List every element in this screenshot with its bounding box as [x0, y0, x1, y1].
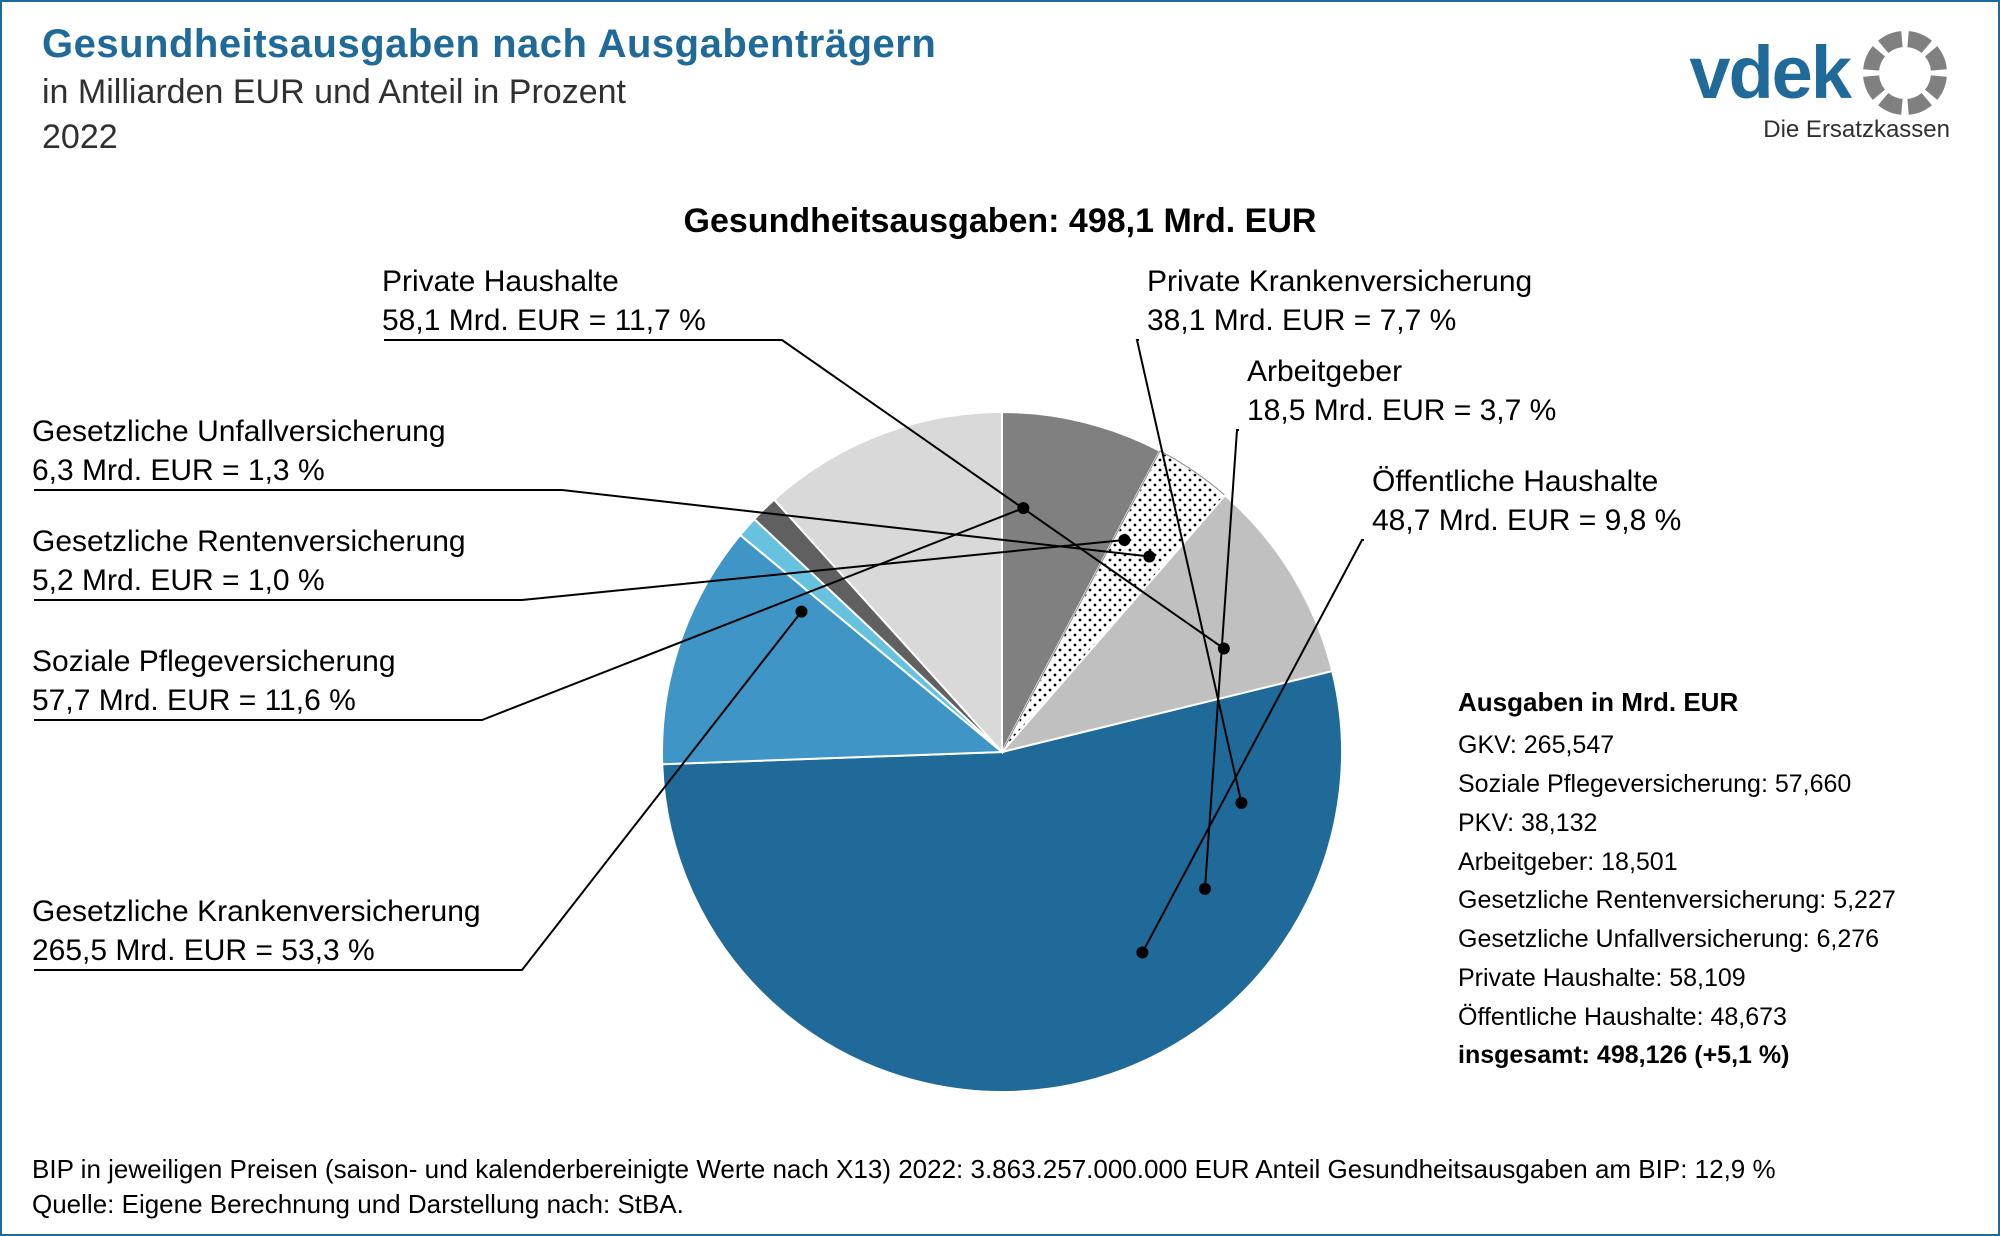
callout-value: 57,7 Mrd. EUR = 11,6 % — [32, 681, 396, 720]
legend-box: Ausgaben in Mrd. EUR GKV: 265,547Soziale… — [1458, 682, 1938, 1075]
callout-unfall: Gesetzliche Unfallversicherung6,3 Mrd. E… — [32, 412, 446, 490]
callout-label: Gesetzliche Krankenversicherung — [32, 892, 481, 931]
legend-item: Gesetzliche Unfallversicherung: 6,276 — [1458, 920, 1938, 959]
footer-line-1: BIP in jeweiligen Preisen (saison- und k… — [32, 1152, 1968, 1187]
callout-label: Gesetzliche Rentenversicherung — [32, 522, 466, 561]
leader-dot — [795, 606, 807, 618]
logo-ring-icon — [1860, 28, 1950, 118]
header: Gesundheitsausgaben nach Ausgabenträgern… — [42, 22, 1958, 157]
callout-arbeitgeber: Arbeitgeber18,5 Mrd. EUR = 3,7 % — [1247, 352, 1556, 430]
leader-dot — [1199, 883, 1211, 895]
logo: vdek Die Ersatzkassen — [1689, 28, 1950, 144]
legend-item: GKV: 265,547 — [1458, 726, 1938, 765]
leader-dot — [1218, 643, 1230, 655]
legend-item: Private Haushalte: 58,109 — [1458, 959, 1938, 998]
callout-privhh: Private Haushalte58,1 Mrd. EUR = 11,7 % — [382, 262, 706, 340]
callout-value: 265,5 Mrd. EUR = 53,3 % — [32, 931, 481, 970]
callout-label: Private Haushalte — [382, 262, 706, 301]
page-subtitle: in Milliarden EUR und Anteil in Prozent — [42, 73, 1958, 112]
callout-value: 58,1 Mrd. EUR = 11,7 % — [382, 301, 706, 340]
callout-label: Öffentliche Haushalte — [1372, 462, 1681, 501]
callout-label: Private Krankenversicherung — [1147, 262, 1532, 301]
page-title: Gesundheitsausgaben nach Ausgabenträgern — [42, 22, 1958, 67]
legend-item: Soziale Pflegeversicherung: 57,660 — [1458, 765, 1938, 804]
callout-value: 38,1 Mrd. EUR = 7,7 % — [1147, 301, 1532, 340]
legend-item: Arbeitgeber: 18,501 — [1458, 843, 1938, 882]
callout-label: Gesetzliche Unfallversicherung — [32, 412, 446, 451]
callout-value: 18,5 Mrd. EUR = 3,7 % — [1247, 391, 1556, 430]
page: Gesundheitsausgaben nach Ausgabenträgern… — [0, 0, 2000, 1236]
legend-item: PKV: 38,132 — [1458, 804, 1938, 843]
leader-dot — [1136, 947, 1148, 959]
callout-oeff: Öffentliche Haushalte48,7 Mrd. EUR = 9,8… — [1372, 462, 1681, 540]
callout-gkv: Gesetzliche Krankenversicherung265,5 Mrd… — [32, 892, 481, 970]
callout-label: Arbeitgeber — [1247, 352, 1556, 391]
leader-dot — [1235, 797, 1247, 809]
legend-item: Gesetzliche Rentenversicherung: 5,227 — [1458, 881, 1938, 920]
callout-label: Soziale Pflegeversicherung — [32, 642, 396, 681]
callout-value: 48,7 Mrd. EUR = 9,8 % — [1372, 501, 1681, 540]
legend-title: Ausgaben in Mrd. EUR — [1458, 682, 1938, 722]
callout-pkv: Private Krankenversicherung38,1 Mrd. EUR… — [1147, 262, 1532, 340]
leader-dot — [1118, 534, 1130, 546]
logo-text: vdek — [1689, 40, 1850, 107]
logo-subtitle: Die Ersatzkassen — [1689, 116, 1950, 144]
legend-total: insgesamt: 498,126 (+5,1 %) — [1458, 1036, 1938, 1075]
callout-rente: Gesetzliche Rentenversicherung5,2 Mrd. E… — [32, 522, 466, 600]
chart-title: Gesundheitsausgaben: 498,1 Mrd. EUR — [2, 202, 1998, 241]
footer-line-2: Quelle: Eigene Berechnung und Darstellun… — [32, 1187, 1968, 1222]
page-year: 2022 — [42, 118, 1958, 157]
footer: BIP in jeweiligen Preisen (saison- und k… — [32, 1152, 1968, 1222]
callout-value: 6,3 Mrd. EUR = 1,3 % — [32, 451, 446, 490]
legend-item: Öffentliche Haushalte: 48,673 — [1458, 998, 1938, 1037]
callout-value: 5,2 Mrd. EUR = 1,0 % — [32, 561, 466, 600]
leader-dot — [1143, 550, 1155, 562]
callout-pflege: Soziale Pflegeversicherung57,7 Mrd. EUR … — [32, 642, 396, 720]
